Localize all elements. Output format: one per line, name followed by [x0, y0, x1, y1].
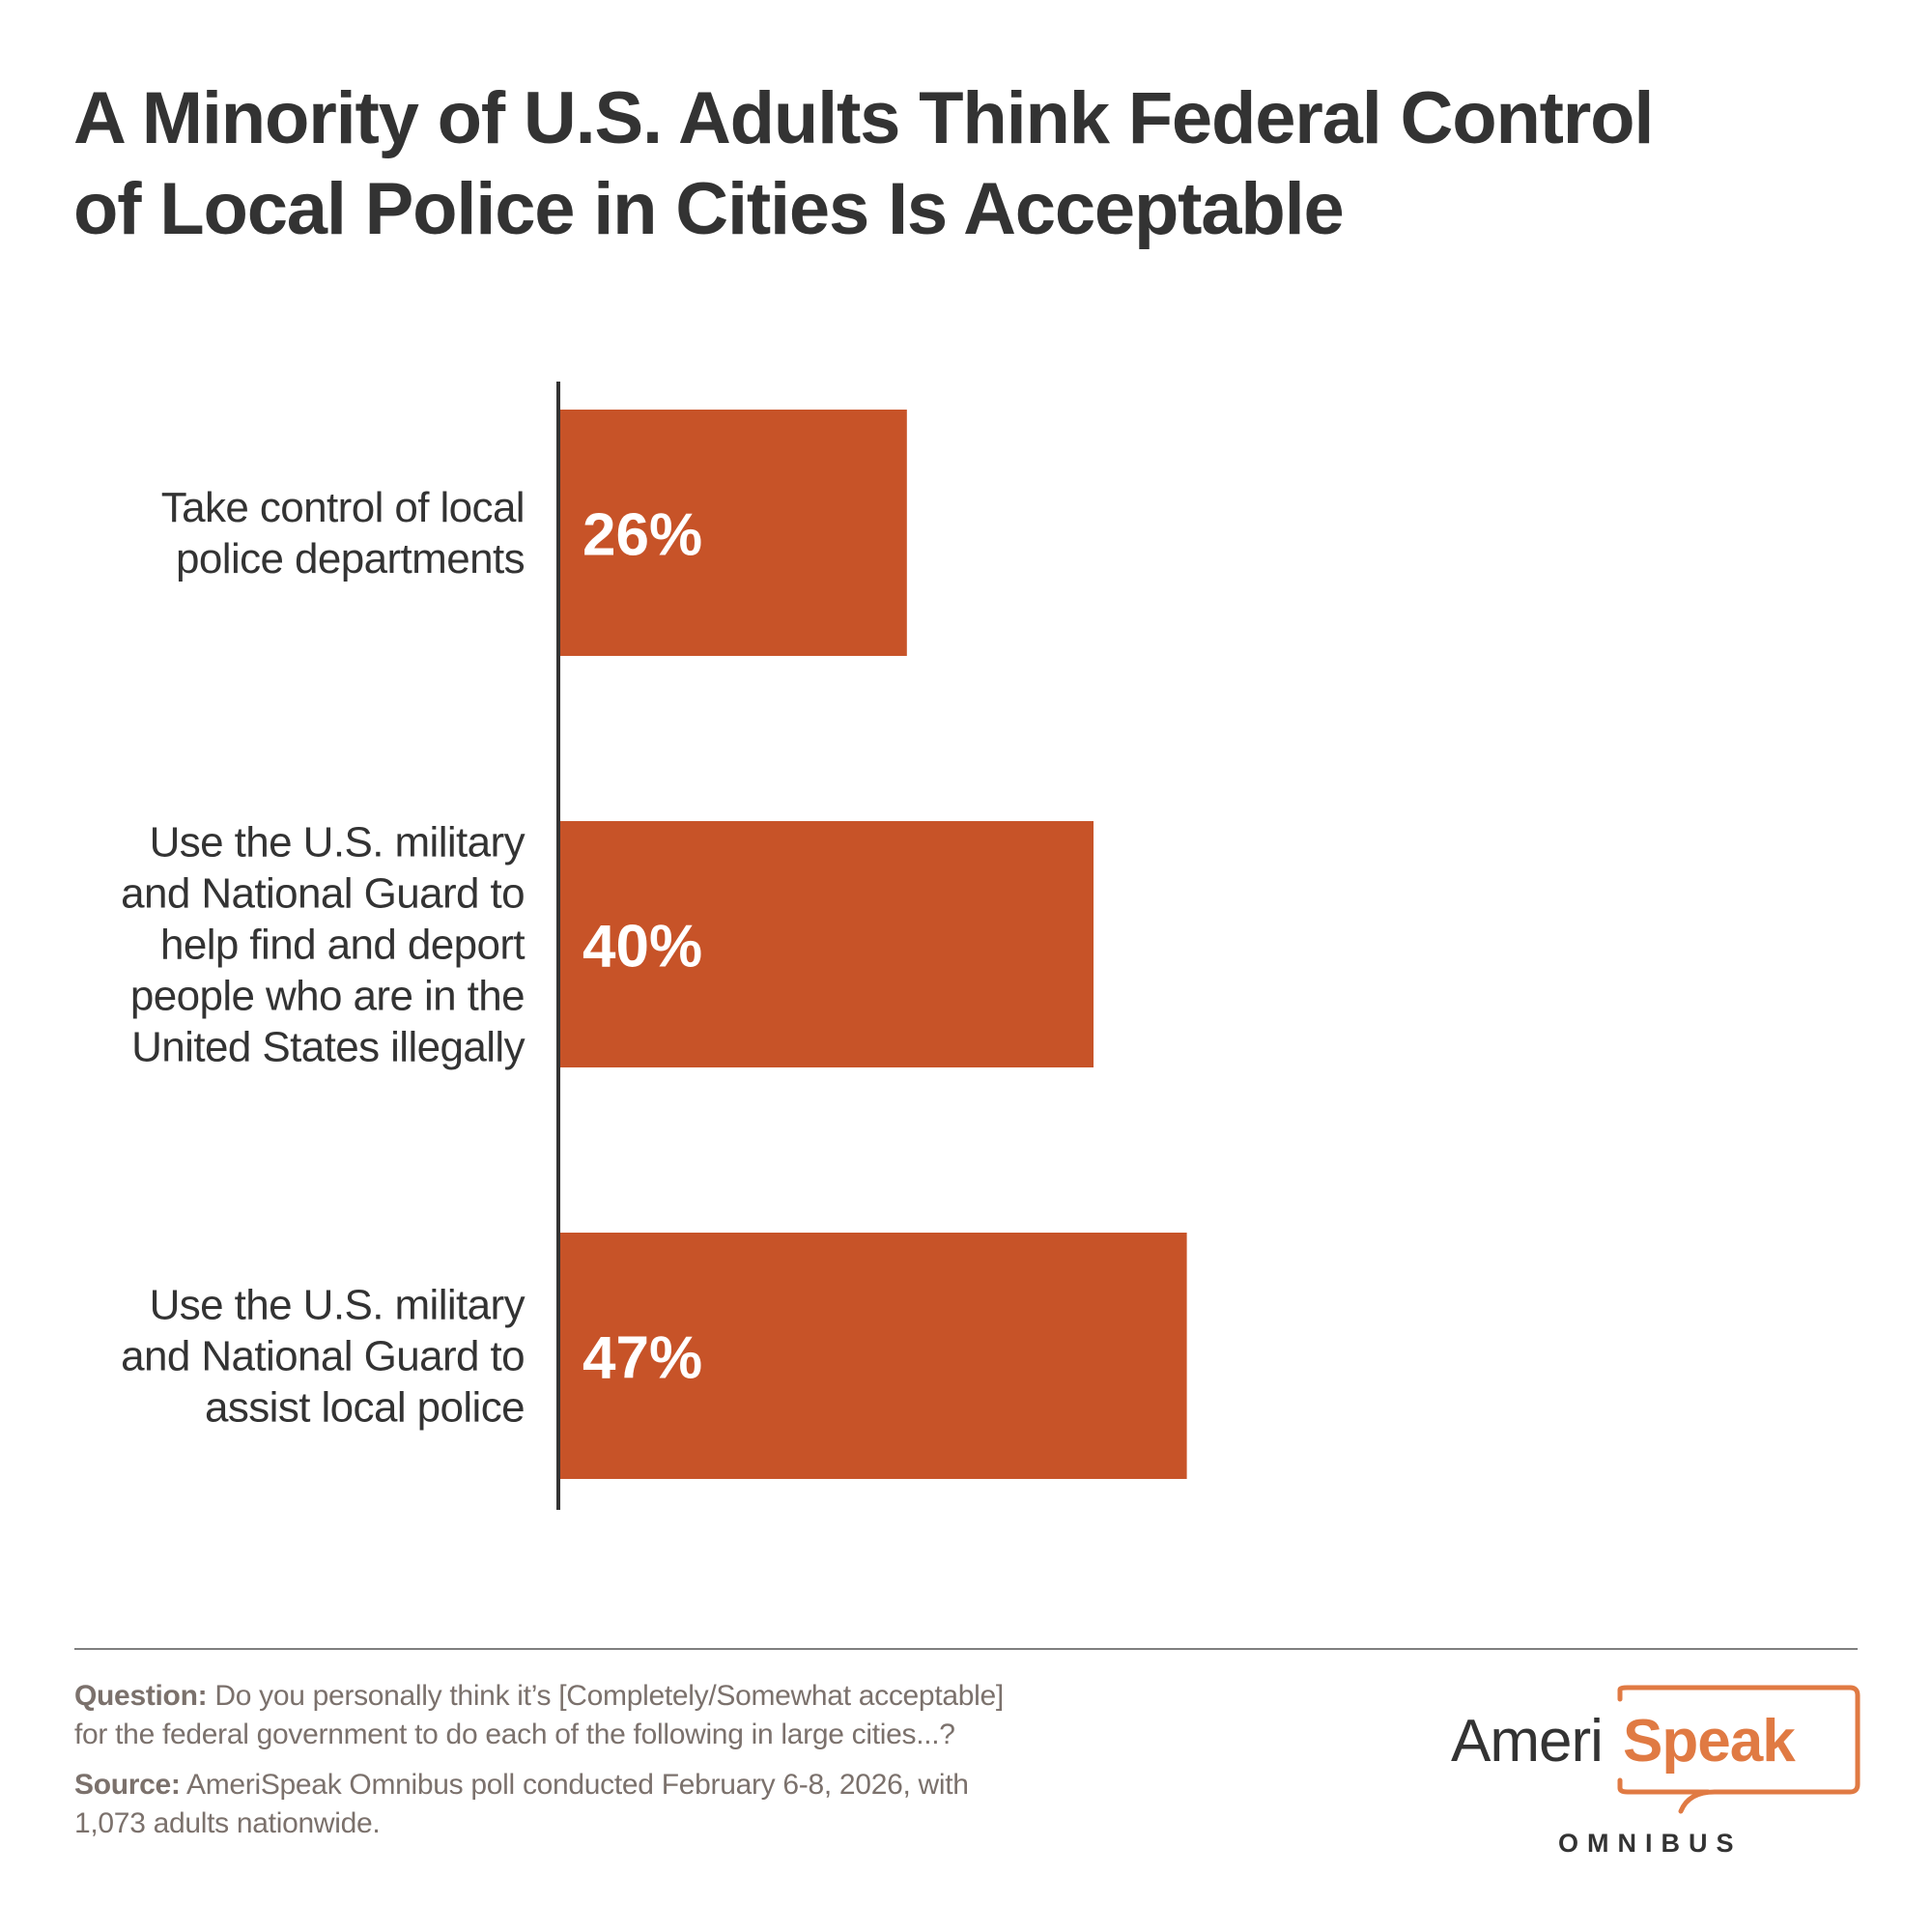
source-label: Source:	[74, 1769, 181, 1801]
category-label-line: Use the U.S. military	[150, 1282, 526, 1329]
question-text-line-1: Do you personally think it’s [Completely…	[207, 1680, 1004, 1712]
source-note: Source: AmeriSpeak Omnibus poll conducte…	[74, 1766, 1185, 1843]
category-label-line: Use the U.S. military	[150, 819, 526, 867]
category-label-line: assist local police	[205, 1384, 525, 1432]
bar-1	[560, 410, 907, 656]
category-label-2: Use the U.S. military and National Guard …	[121, 819, 526, 1071]
value-label-3: 47%	[582, 1325, 702, 1392]
chart-title: A Minority of U.S. Adults Think Federal …	[73, 73, 1774, 255]
logo-text-omnibus: OMNIBUS	[1558, 1829, 1743, 1858]
category-label-line: police departments	[176, 535, 525, 582]
category-labels-layer: Take control of local police departments U…	[121, 484, 526, 1432]
category-label-3: Use the U.S. military and National Guard …	[121, 1282, 526, 1432]
chart-title-line-1: A Minority of U.S. Adults Think Federal …	[73, 77, 1655, 159]
amerispeak-omnibus-logo: Ameri Speak OMNIBUS	[1451, 1685, 1861, 1858]
speech-bubble-icon	[1617, 1685, 1861, 1814]
bar-3	[560, 1233, 1187, 1479]
source-text-line-2: 1,073 adults nationwide.	[74, 1807, 381, 1839]
question-text-line-2: for the federal government to do each of…	[74, 1719, 955, 1750]
logo-text-speak: Speak	[1623, 1708, 1796, 1775]
category-label-line: people who are in the	[130, 973, 525, 1020]
category-label-1: Take control of local police departments	[161, 484, 525, 582]
bar-2	[560, 821, 1094, 1067]
footer-divider	[74, 1648, 1858, 1650]
question-label: Question:	[74, 1680, 208, 1712]
category-label-line: Take control of local	[161, 484, 525, 531]
value-label-2: 40%	[582, 914, 702, 980]
category-label-line: help find and deport	[160, 922, 525, 969]
value-label-1: 26%	[582, 502, 702, 569]
bars-layer: 26% 40% 47%	[560, 410, 1187, 1479]
question-note: Question: Do you personally think it’s […	[74, 1677, 1185, 1754]
category-label-line: and National Guard to	[121, 1333, 525, 1380]
chart-title-line-2: of Local Police in Cities Is Acceptable	[73, 168, 1345, 250]
logo-text-ameri: Ameri	[1451, 1708, 1603, 1775]
source-text-line-1: AmeriSpeak Omnibus poll conducted Februa…	[180, 1769, 969, 1801]
category-label-line: United States illegally	[131, 1024, 525, 1071]
category-label-line: and National Guard to	[121, 870, 525, 918]
